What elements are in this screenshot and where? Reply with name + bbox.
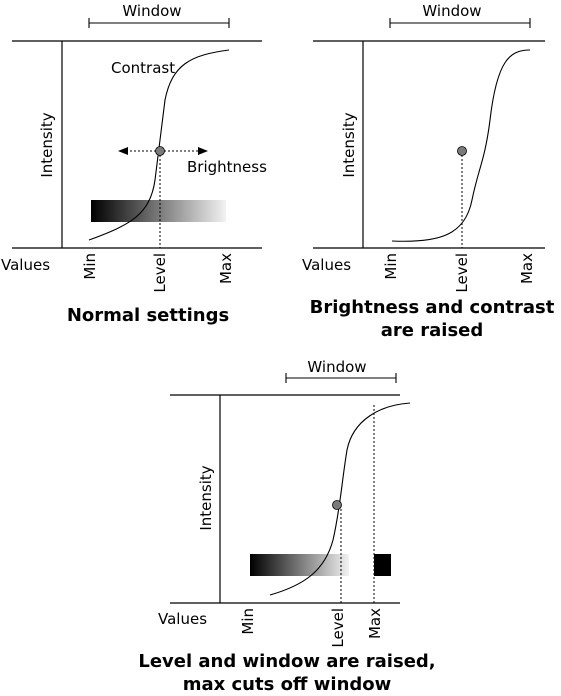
- values-label: Values: [1, 256, 50, 274]
- min-label: Min: [239, 608, 257, 635]
- min-label: Min: [382, 253, 400, 280]
- transfer-curve: [88, 49, 230, 241]
- values-label: Values: [302, 256, 351, 274]
- brightness-label: Brightness: [187, 158, 267, 176]
- level-point: [155, 146, 165, 156]
- panel-brightness-contrast-raised: Window Intensity Values Min Level Max Br…: [302, 2, 555, 341]
- contrast-label: Contrast: [111, 59, 175, 77]
- level-point: [457, 146, 467, 156]
- caption-line-2: are raised: [381, 320, 484, 341]
- caption-line-1: Brightness and contrast: [310, 297, 555, 318]
- caption: Normal settings: [67, 305, 229, 326]
- panel-level-window-raised: Window Intensity Values Min Level Max Le…: [138, 358, 435, 695]
- transfer-curve: [391, 49, 531, 242]
- caption-line-2: max cuts off window: [183, 674, 392, 695]
- level-point: [332, 500, 342, 510]
- level-tick-label: Level: [329, 608, 347, 648]
- window-bracket: [88, 18, 230, 28]
- transfer-curve: [269, 402, 411, 596]
- values-label: Values: [158, 610, 207, 628]
- caption-line-1: Level and window are raised,: [138, 651, 435, 672]
- max-label: Max: [366, 608, 384, 639]
- window-label: Window: [122, 2, 181, 20]
- max-label: Max: [518, 253, 536, 284]
- cutoff-block: [374, 554, 391, 576]
- intensity-axis-label: Intensity: [38, 112, 56, 177]
- min-label: Min: [81, 253, 99, 280]
- grayscale-ramp: [91, 200, 226, 222]
- level-tick-label: Level: [453, 253, 471, 293]
- intensity-axis-label: Intensity: [197, 465, 215, 530]
- intensity-axis-label: Intensity: [340, 112, 358, 177]
- window-label: Window: [422, 2, 481, 20]
- panel-normal-settings: Window Intensity Contrast Brightness Val…: [1, 2, 267, 326]
- window-label: Window: [307, 358, 366, 376]
- window-bracket: [389, 18, 531, 28]
- level-tick-label: Level: [151, 253, 169, 293]
- max-label: Max: [217, 253, 235, 284]
- window-bracket: [285, 373, 397, 383]
- grayscale-ramp: [250, 554, 349, 576]
